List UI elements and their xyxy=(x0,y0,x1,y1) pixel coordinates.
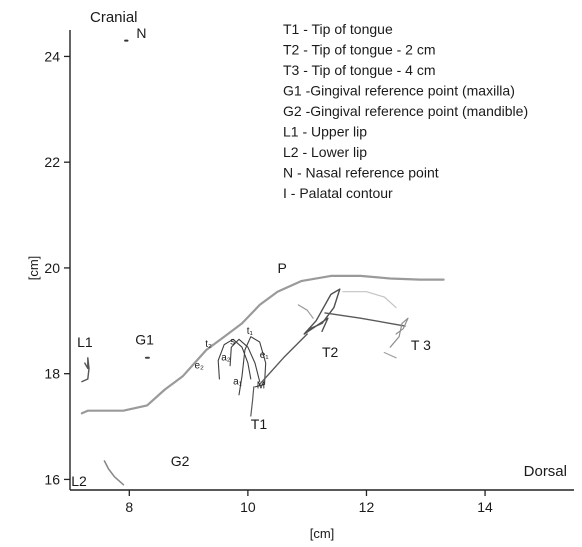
y-tick-label: 20 xyxy=(44,260,60,276)
legend-entry: L2 - Lower lip xyxy=(283,144,367,160)
y-tick-label: 24 xyxy=(44,48,60,64)
point-label: a₂ xyxy=(221,353,231,364)
point-label: T 3 xyxy=(411,337,431,353)
y-axis-ticks: 16 18 20 22 24 xyxy=(44,48,70,487)
point-label: t₁ xyxy=(247,326,254,337)
trace-t2-loop xyxy=(303,288,341,335)
point-label: G1 xyxy=(135,332,154,348)
plot-area: 8 10 12 14 16 18 20 22 24 P T2 T 3 T1 G1 G2 L1 L2 Ns t₁ t… xyxy=(44,25,574,515)
legend-entry: I - Palatal contour xyxy=(283,185,393,201)
point-label: t₂ xyxy=(205,339,212,350)
y-tick-label: 18 xyxy=(44,366,60,382)
legend-entry: T2 - Tip of tongue - 2 cm xyxy=(283,42,436,58)
x-tick-label: 8 xyxy=(125,499,133,515)
trace-t2-t3-link xyxy=(324,312,406,327)
point-label: N xyxy=(136,25,146,41)
dorsal-label: Dorsal xyxy=(524,463,567,480)
point-label: e₂ xyxy=(195,360,205,371)
y-tick-label: 16 xyxy=(44,471,60,487)
trace-t1-t2-link xyxy=(259,333,308,385)
trace-t3-cluster xyxy=(389,317,409,348)
trace-tongue-pos-a xyxy=(217,338,252,380)
trajectory-series xyxy=(80,39,445,486)
legend-entry: L1 - Upper lip xyxy=(283,124,367,140)
point-label: T1 xyxy=(251,416,268,432)
point-label: s xyxy=(230,337,235,348)
x-axis-ticks: 8 10 12 14 xyxy=(125,490,493,515)
x-tick-label: 12 xyxy=(359,499,375,515)
point-label: L2 xyxy=(71,473,87,489)
y-axis-label: [cm] xyxy=(26,256,41,281)
point-label: M xyxy=(257,381,265,392)
trace-tongue-pos-b xyxy=(229,338,261,383)
trace-tongue-pos-c xyxy=(238,336,267,396)
point-label: e₁ xyxy=(260,350,270,361)
legend-entry: T1 - Tip of tongue xyxy=(283,21,393,37)
trace-t3-tail xyxy=(383,351,397,359)
trace-palate xyxy=(80,274,445,415)
legend-entry: T3 - Tip of tongue - 4 cm xyxy=(283,62,436,78)
point-label: a₁ xyxy=(233,376,243,387)
trace-upper-lip xyxy=(81,357,90,383)
trace-t3-faint xyxy=(342,291,397,309)
x-tick-label: 10 xyxy=(240,499,256,515)
x-axis-label: [cm] xyxy=(310,526,335,541)
legend: T1 - Tip of tongue T2 - Tip of tongue - 2… xyxy=(283,21,528,201)
point-label: L1 xyxy=(77,334,93,350)
point-labels: P T2 T 3 T1 G1 G2 L1 L2 Ns t₁ t₂ a₂ e₁ e₂ a₁ M xyxy=(71,25,431,489)
point-label: T2 xyxy=(322,344,339,360)
legend-entry: N - Nasal reference point xyxy=(283,165,439,181)
y-tick-label: 22 xyxy=(44,154,60,170)
trace-t1-path xyxy=(250,386,255,417)
x-tick-label: 14 xyxy=(477,499,493,515)
point-label: G2 xyxy=(171,453,190,469)
cranial-label: Cranial xyxy=(90,9,138,26)
trace-lower-lip xyxy=(103,460,125,486)
legend-entry: G2 -Gingival reference point (mandible) xyxy=(283,103,528,119)
point-label: P xyxy=(278,260,287,276)
trace-t2-tail xyxy=(297,304,314,319)
legend-entry: G1 -Gingival reference point (maxilla) xyxy=(283,83,515,99)
